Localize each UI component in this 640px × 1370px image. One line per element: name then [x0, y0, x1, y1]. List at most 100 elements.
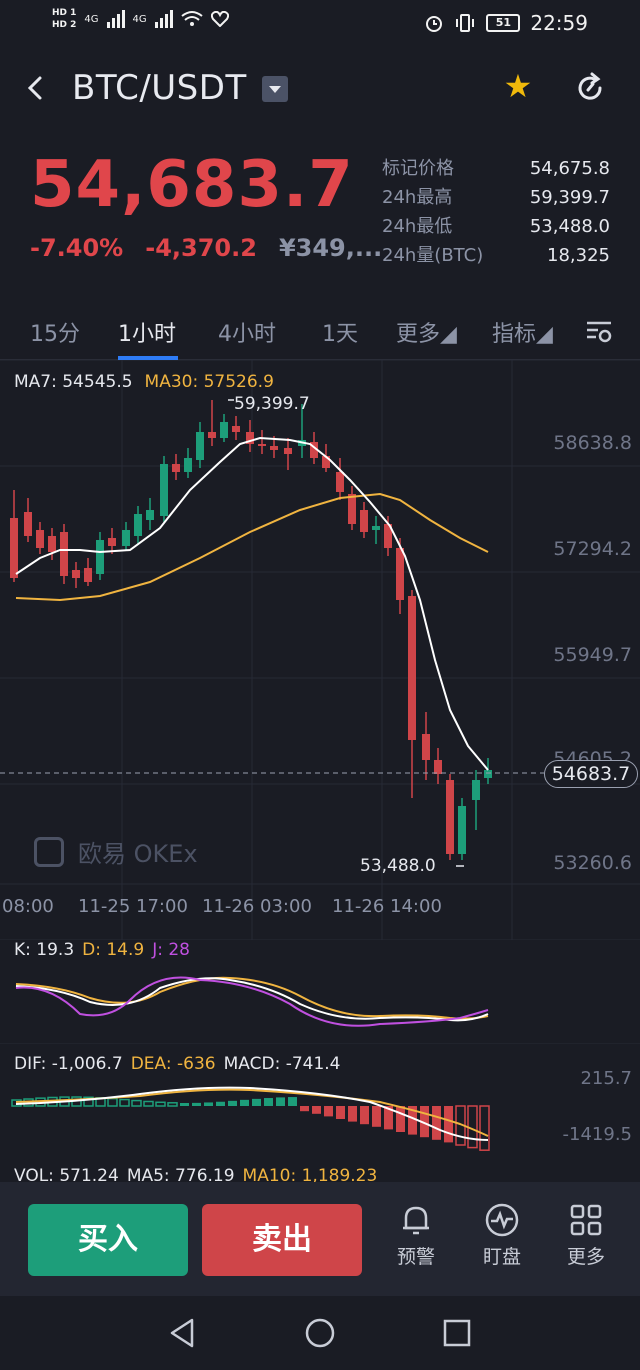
ma7-value: MA7: 54545.5 [14, 372, 133, 392]
tab-1d[interactable]: 1天 [322, 322, 358, 347]
macd-bar [348, 1106, 357, 1122]
stat-value: 18,325 [547, 245, 610, 266]
hd1-label: HD 1 [52, 8, 77, 18]
dropdown-icon[interactable] [262, 76, 288, 102]
star-icon[interactable]: ★ [503, 67, 533, 105]
change-percent: -7.40% [30, 234, 124, 262]
vibrate-icon [456, 14, 475, 32]
candle-body [258, 444, 266, 446]
candle-body [232, 426, 240, 432]
hd2-label: HD 2 [52, 20, 77, 30]
vol-ma10-value: MA10: 1,189.23 [242, 1166, 378, 1182]
action-bar: 买入 卖出 预警 盯盘 更多 [0, 1182, 640, 1296]
macd-bar [444, 1106, 453, 1143]
macd-bar [360, 1106, 369, 1125]
last-price: 54,683.7 [30, 148, 354, 222]
macd-bar [276, 1097, 285, 1106]
macd-bar [155, 1101, 166, 1107]
x-axis-label: 11-26 03:00 [202, 896, 312, 917]
chart-settings-icon[interactable] [584, 316, 614, 346]
dif-value: DIF: -1,006.7 [14, 1054, 123, 1074]
stat-value: 54,675.8 [529, 158, 610, 179]
candle-body [196, 432, 204, 460]
signal-icon [106, 10, 125, 28]
status-bar: HD 1 HD 2 4G 4G 51 22:59 [0, 0, 640, 48]
sell-button[interactable]: 卖出 [202, 1204, 362, 1276]
bell-icon [403, 1206, 429, 1235]
interval-tabs: 15分 1小时 4小时 1天 更多◢ 指标◢ [0, 306, 640, 360]
alert-label: 预警 [396, 1246, 435, 1268]
candle-body [72, 570, 80, 578]
tab-more[interactable]: 更多◢ [396, 322, 457, 347]
candle-body [336, 472, 344, 492]
macd-bar [324, 1106, 333, 1117]
candle-body [96, 540, 104, 574]
pulse-icon [485, 1203, 519, 1237]
macd-bar [336, 1106, 345, 1119]
pair-title[interactable]: BTC/USDT [72, 68, 247, 108]
tab-1h[interactable]: 1小时 [118, 322, 176, 347]
candle-body [422, 734, 430, 760]
stat-label: 24h最低 [382, 216, 453, 237]
y-axis-label: 57294.2 [553, 538, 632, 560]
tab-indicators[interactable]: 指标◢ [492, 322, 553, 347]
candle-body [122, 530, 130, 546]
vol-ma5-value: MA5: 776.19 [126, 1166, 235, 1182]
k-value: K: 19.3 [14, 940, 75, 960]
macd-bar [143, 1100, 154, 1107]
stat-row: 标记价格 54,675.8 [382, 154, 610, 183]
nav-recents-icon[interactable] [440, 1316, 474, 1350]
monitor-button[interactable]: 盯盘 [472, 1202, 532, 1269]
alert-button[interactable]: 预警 [386, 1202, 446, 1269]
candle-body [360, 510, 368, 532]
macd-y-top: 215.7 [580, 1068, 632, 1089]
macd-value: MACD: -741.4 [223, 1054, 341, 1074]
ma30-value: MA30: 57526.9 [144, 372, 274, 392]
more-label: 更多 [566, 1246, 605, 1268]
high-marker-label: 59,399.7 [234, 394, 310, 414]
candle-body [48, 536, 56, 552]
candle-body [60, 532, 68, 576]
candle-body [348, 494, 356, 524]
candle-body [270, 446, 278, 450]
kdj-chart[interactable] [0, 940, 640, 1044]
macd-bar [396, 1106, 405, 1132]
macd-legend: DIF: -1,006.7 DEA: -636 MACD: -741.4 [14, 1054, 341, 1074]
buy-button[interactable]: 买入 [28, 1204, 188, 1276]
stat-value: 53,488.0 [529, 216, 610, 237]
tab-4h[interactable]: 4小时 [218, 322, 276, 347]
j-value: J: 28 [152, 940, 190, 960]
macd-bar [288, 1097, 297, 1106]
ma-legend: MA7: 54545.5 MA30: 57526.9 [14, 372, 274, 392]
candle-body [184, 458, 192, 472]
macd-bar [372, 1106, 381, 1127]
stat-label: 标记价格 [382, 158, 454, 179]
more-button[interactable]: 更多 [556, 1202, 616, 1269]
current-price-tag: 54683.7 [544, 760, 638, 788]
watermark: 欧易 OKEx [34, 834, 198, 869]
tab-15m[interactable]: 15分 [30, 322, 80, 347]
macd-chart[interactable] [0, 1080, 640, 1156]
volume-legend: VOL: 571.24 MA5: 776.19 MA10: 1,189.23 [14, 1166, 377, 1182]
nav-back-icon[interactable] [166, 1316, 200, 1350]
change-row: -7.40% -4,370.2 ¥349,... [30, 234, 382, 262]
stat-row: 24h最低 53,488.0 [382, 212, 610, 241]
stat-label: 24h量(BTC) [382, 245, 484, 266]
macd-bar [131, 1099, 142, 1107]
battery-icon: 51 [486, 14, 521, 32]
macd-bar [167, 1102, 178, 1107]
candle-body [84, 568, 92, 582]
candle-body [434, 760, 442, 774]
candle-body [10, 518, 18, 578]
cny-price: ¥349,... [278, 234, 383, 262]
refresh-icon[interactable] [572, 70, 608, 106]
network-label: 4G [84, 13, 99, 25]
back-icon[interactable] [22, 74, 50, 102]
grid-icon [570, 1204, 602, 1236]
candle-body [284, 448, 292, 454]
x-axis-label: 11-25 17:00 [78, 896, 188, 917]
macd-bar [83, 1096, 94, 1107]
nav-home-icon[interactable] [303, 1316, 337, 1350]
active-tab-indicator [118, 356, 178, 360]
candlestick-chart[interactable] [0, 360, 640, 940]
